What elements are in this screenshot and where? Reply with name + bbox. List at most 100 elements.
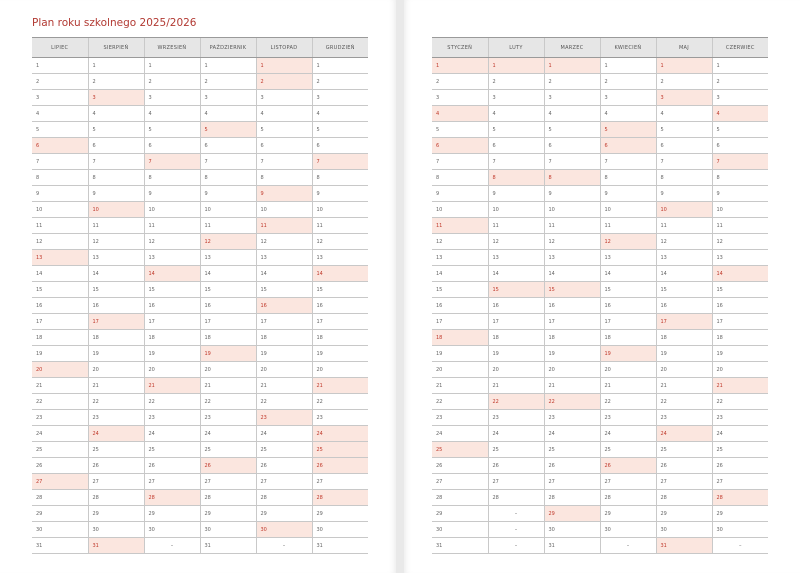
day-cell-holiday: 28 [311,489,368,506]
day-row: 28 28 28 28 28 28 [32,489,368,506]
day-cell: 3 [711,89,768,106]
day-cell-holiday: 22 [487,393,544,410]
day-cell: 28 [432,489,488,506]
day-cell: 2 [199,73,256,90]
day-row: 14 14 14 14 14 14 [32,265,368,282]
day-cell-holiday: 31 [87,537,144,554]
day-cell: 18 [199,329,256,346]
day-cell: 13 [487,249,544,266]
day-cell: 8 [199,169,256,186]
day-cell: 22 [711,393,768,410]
day-cell-holiday: 4 [432,105,488,122]
day-cell: 20 [143,361,200,378]
day-row: 30 30 30 30 30 30 [32,521,368,538]
day-cell-holiday: 15 [543,281,600,298]
day-cell: 15 [32,281,88,298]
day-cell: 27 [711,473,768,490]
day-row: 23 23 23 23 23 23 [432,409,768,426]
day-cell: 30 [543,521,600,538]
day-cell: 30 [199,521,256,538]
day-cell-holiday: 17 [655,313,712,330]
day-cell: 22 [255,393,312,410]
day-cell: 28 [655,489,712,506]
day-cell: 11 [311,217,368,234]
day-cell: 16 [143,297,200,314]
day-cell: 8 [143,169,200,186]
day-cell: 19 [432,345,488,362]
day-row: 10 10 10 10 10 10 [432,201,768,218]
day-cell: 25 [599,441,656,458]
day-row: 19 19 19 19 19 19 [32,345,368,362]
day-cell: 18 [711,329,768,346]
month-header: SIERPIEŃ [87,37,144,58]
day-cell: 19 [487,345,544,362]
day-cell: 20 [255,361,312,378]
day-cell-holiday: 14 [311,265,368,282]
day-cell: 5 [143,121,200,138]
day-cell: 30 [143,521,200,538]
day-cell: 5 [432,121,488,138]
day-cell: 25 [143,441,200,458]
day-cell: 1 [32,57,88,74]
day-cell: 16 [32,297,88,314]
day-cell: 7 [255,153,312,170]
day-cell: 28 [32,489,88,506]
day-cell: 25 [87,441,144,458]
day-cell: 25 [32,441,88,458]
day-cell: 24 [255,425,312,442]
day-row: 18 18 18 18 18 18 [32,329,368,346]
day-row: 26 26 26 26 26 26 [32,457,368,474]
day-cell: 9 [199,185,256,202]
day-cell: 8 [655,169,712,186]
day-cell: 15 [87,281,144,298]
day-cell: 9 [311,185,368,202]
day-cell: 12 [311,233,368,250]
day-cell: 23 [87,409,144,426]
day-cell: 6 [543,137,600,154]
day-cell: 16 [487,297,544,314]
day-cell-holiday: 1 [655,57,712,74]
day-cell: 20 [655,361,712,378]
day-cell-holiday: 25 [311,441,368,458]
day-row: 28 28 28 28 28 28 [432,489,768,506]
day-cell-empty: – [255,537,312,554]
day-cell: 9 [655,185,712,202]
day-cell: 18 [599,329,656,346]
day-cell: 11 [599,217,656,234]
day-row: 14 14 14 14 14 14 [432,265,768,282]
day-cell-holiday: 14 [711,265,768,282]
day-cell-holiday: 24 [311,425,368,442]
month-header: LISTOPAD [255,37,312,58]
day-cell: 4 [87,105,144,122]
day-cell: 9 [711,185,768,202]
day-cell: 2 [143,73,200,90]
day-cell: 4 [487,105,544,122]
day-row: 22 22 22 22 22 22 [32,393,368,410]
day-row: 11 11 11 11 11 11 [432,217,768,234]
day-cell: 10 [543,201,600,218]
day-cell: 14 [87,265,144,282]
day-cell: 26 [711,457,768,474]
day-cell: 15 [432,281,488,298]
month-header: GRUDZIEŃ [311,37,368,58]
day-cell: 13 [143,249,200,266]
day-cell-holiday: 15 [487,281,544,298]
day-cell: 29 [311,505,368,522]
day-cell: 23 [655,409,712,426]
day-cell: 18 [311,329,368,346]
day-cell: 18 [655,329,712,346]
day-cell: 27 [599,473,656,490]
day-cell: 8 [311,169,368,186]
day-cell: 13 [311,249,368,266]
day-cell: 9 [32,185,88,202]
day-cell-holiday: 12 [599,233,656,250]
day-cell: 7 [487,153,544,170]
day-cell: 16 [311,297,368,314]
day-cell: 26 [432,457,488,474]
day-cell: 10 [487,201,544,218]
day-cell: 2 [432,73,488,90]
